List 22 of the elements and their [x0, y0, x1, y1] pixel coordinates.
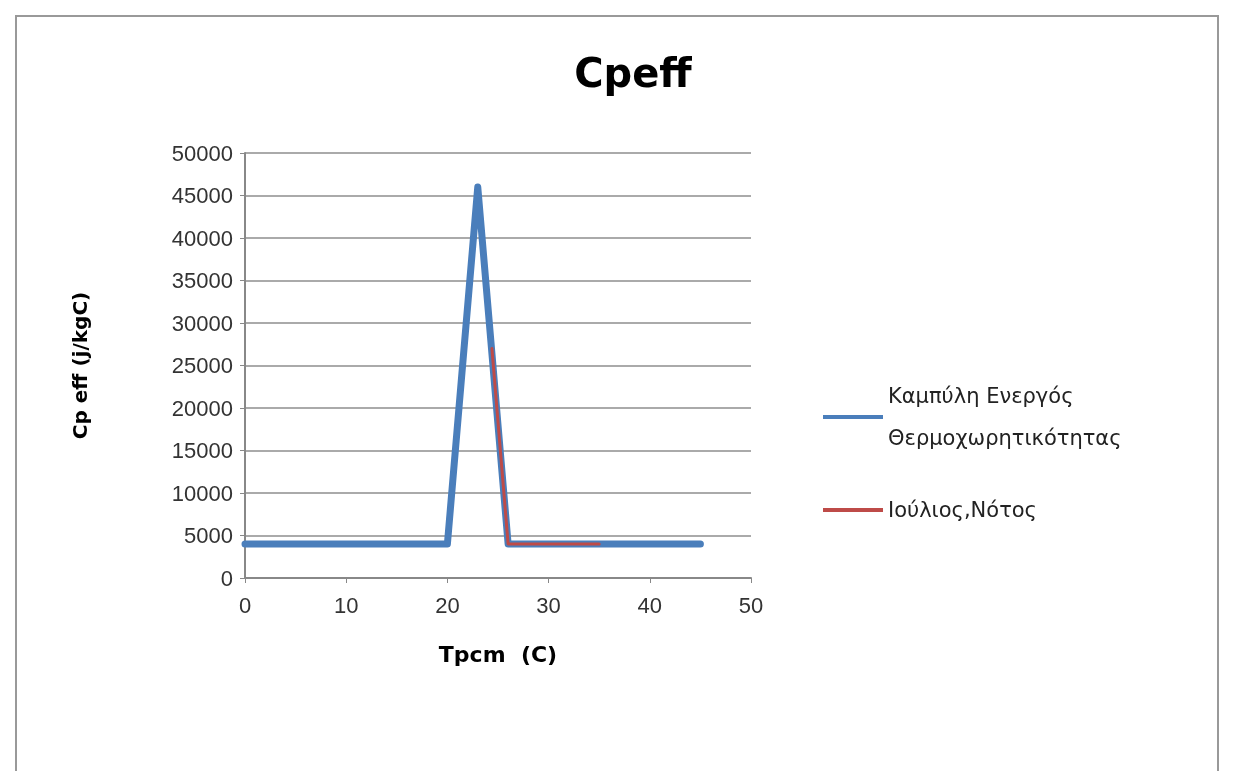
x-tick-label: 30: [536, 592, 561, 618]
chart-title: Cpeff: [574, 50, 693, 96]
legend-label: Ιούλιος,Νότος: [888, 498, 1037, 522]
x-tick-label: 20: [435, 592, 460, 618]
y-tick-label: 35000: [171, 268, 233, 293]
y-tick-label: 25000: [171, 353, 233, 378]
y-tick-label: 15000: [171, 438, 233, 463]
x-tick-label: 0: [238, 592, 252, 618]
y-tick-label: 40000: [171, 225, 233, 251]
y-tick-label: 5000: [184, 523, 233, 548]
y-tick-label: 30000: [171, 310, 233, 336]
y-tick-label: 10000: [171, 480, 233, 506]
x-tick-label: 40: [637, 592, 663, 618]
y-tick-label: 45000: [171, 183, 233, 208]
x-tick-label: 50: [738, 592, 764, 618]
y-axis-title: Cp eff (j/kgC): [68, 291, 92, 440]
y-tick-label: 0: [220, 565, 233, 591]
x-axis-title: Tpcm (C): [438, 641, 558, 667]
y-tick-label: 20000: [171, 395, 233, 421]
legend-label: Καμπύλη Ενεργός Θερμοχωρητικότητας: [888, 384, 1122, 450]
x-tick-label: 10: [333, 592, 359, 618]
y-tick-label: 50000: [171, 140, 233, 166]
